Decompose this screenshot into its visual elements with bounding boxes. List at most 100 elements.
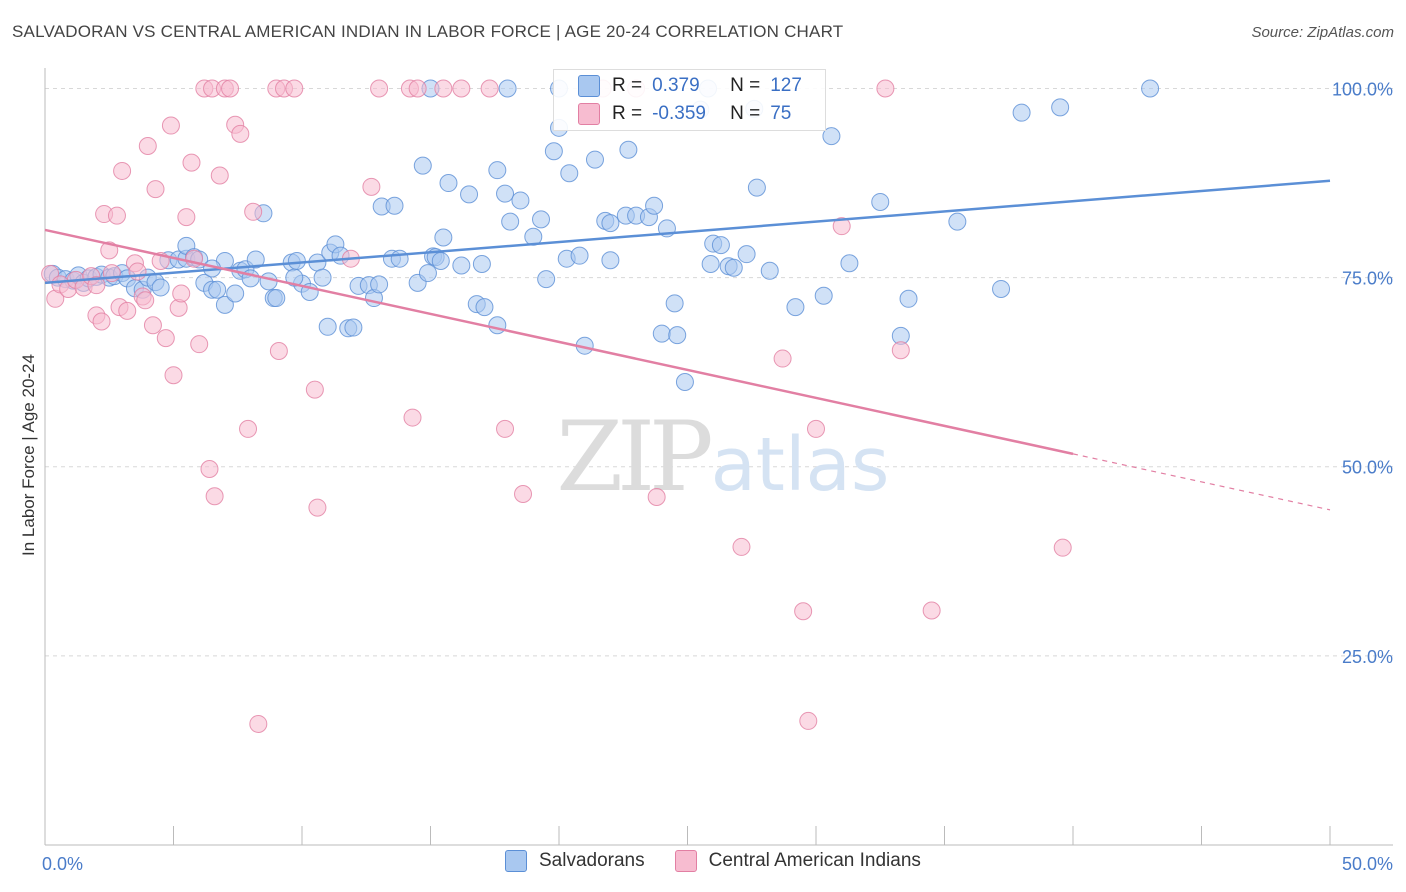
data-point — [501, 212, 520, 231]
data-point — [544, 142, 563, 161]
trend-line — [44, 179, 1331, 285]
legend-item-salvadorans: Salvadorans — [505, 850, 645, 872]
data-point — [305, 380, 324, 399]
data-point — [164, 366, 183, 385]
r-value: 0.379 — [652, 75, 700, 96]
r-value: -0.359 — [652, 103, 706, 124]
data-point — [313, 268, 332, 287]
data-point — [418, 264, 437, 283]
legend-item-central-american-indians: Central American Indians — [674, 850, 921, 872]
data-point — [532, 210, 551, 229]
data-point — [601, 251, 620, 270]
data-point — [231, 124, 250, 143]
data-point — [814, 286, 833, 305]
n-label: N = — [730, 103, 761, 124]
data-point — [647, 488, 666, 506]
legend-label-central-american-indians: Central American Indians — [708, 850, 921, 871]
data-point — [773, 349, 792, 368]
data-point — [799, 711, 818, 730]
trend-line — [44, 228, 1074, 456]
data-point — [560, 164, 579, 183]
data-point — [431, 251, 450, 270]
data-point — [668, 326, 687, 345]
data-point — [287, 251, 306, 270]
data-point — [876, 79, 895, 98]
data-point — [460, 185, 479, 204]
legend-swatch-salvadorans — [505, 850, 527, 872]
data-point — [285, 79, 304, 98]
data-point — [113, 161, 132, 180]
legend-swatch-central-american-indians — [674, 850, 697, 872]
data-point — [760, 261, 779, 280]
stats-row-salvadorans: R = 0.379 N = 127 — [578, 72, 802, 100]
data-point — [496, 419, 515, 438]
data-point — [922, 601, 941, 620]
data-point — [161, 116, 180, 135]
data-point — [1141, 79, 1160, 98]
n-value: 127 — [770, 75, 802, 96]
data-point — [151, 278, 170, 297]
n-label: N = — [730, 75, 761, 96]
data-point — [619, 140, 638, 159]
r-label: R = — [612, 75, 643, 96]
data-point — [267, 289, 286, 308]
data-point — [891, 341, 910, 360]
data-point — [488, 161, 507, 180]
watermark: ZIP atlas — [556, 401, 889, 513]
data-point — [832, 217, 851, 236]
x-tick-label: 50.0% — [1342, 854, 1393, 874]
data-point — [107, 206, 126, 225]
data-point — [452, 256, 471, 275]
data-point — [239, 419, 258, 438]
data-point — [269, 341, 288, 360]
data-point — [408, 79, 427, 98]
data-point — [244, 202, 263, 221]
axes — [44, 68, 1393, 846]
data-point — [259, 272, 278, 291]
data-point — [136, 291, 155, 310]
data-point — [385, 196, 404, 215]
data-point — [118, 301, 137, 320]
data-point — [1012, 103, 1031, 122]
source-label: Source: ZipAtlas.com — [1251, 24, 1394, 41]
data-point — [434, 228, 453, 247]
data-point — [226, 284, 245, 303]
y-tick-label: 75.0% — [1342, 269, 1393, 289]
data-point — [899, 289, 918, 308]
y-tick-label: 100.0% — [1332, 79, 1393, 99]
data-point — [480, 79, 499, 98]
n-value: 75 — [770, 103, 792, 124]
data-point — [362, 177, 381, 196]
data-point — [701, 254, 720, 273]
data-point — [205, 487, 224, 506]
data-point — [992, 279, 1011, 298]
legend-label-salvadorans: Salvadorans — [539, 850, 645, 871]
data-point — [1053, 538, 1072, 557]
data-point — [645, 196, 664, 215]
data-point — [344, 318, 363, 337]
series-central-american-indians — [41, 79, 1072, 733]
data-point — [285, 268, 304, 287]
data-point — [498, 79, 517, 98]
stats-legend: R = 0.379 N = 127 R = -0.359 N = 75 — [553, 69, 826, 131]
trend-lines — [44, 179, 1331, 511]
data-point — [675, 373, 694, 392]
bottom-legend: Salvadorans Central American Indians — [505, 850, 951, 872]
data-point — [511, 191, 530, 210]
data-point — [807, 419, 825, 438]
data-point — [128, 262, 147, 281]
trend-line-extension — [1072, 453, 1331, 511]
data-point — [840, 254, 859, 273]
data-point — [711, 236, 730, 255]
data-point — [246, 250, 265, 269]
swatch-salvadorans — [578, 75, 600, 97]
data-point — [570, 246, 589, 265]
watermark-zip: ZIP — [556, 401, 711, 513]
data-point — [665, 294, 684, 313]
data-point — [488, 316, 507, 335]
data-point — [871, 192, 890, 211]
data-point — [200, 460, 219, 479]
gridlines — [45, 87, 1393, 657]
data-point — [146, 180, 165, 199]
